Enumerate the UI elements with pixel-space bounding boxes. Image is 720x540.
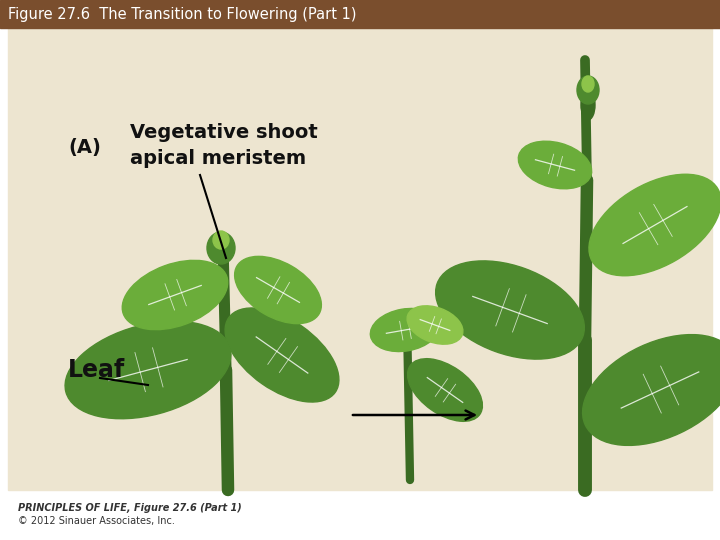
Ellipse shape <box>582 76 594 92</box>
Ellipse shape <box>225 308 339 402</box>
Ellipse shape <box>370 308 440 352</box>
Text: PRINCIPLES OF LIFE, Figure 27.6 (Part 1): PRINCIPLES OF LIFE, Figure 27.6 (Part 1) <box>18 503 242 513</box>
Text: © 2012 Sinauer Associates, Inc.: © 2012 Sinauer Associates, Inc. <box>18 516 175 526</box>
Ellipse shape <box>589 174 720 276</box>
Bar <box>8 28 712 490</box>
Ellipse shape <box>582 335 720 446</box>
Bar <box>0 0 720 28</box>
Ellipse shape <box>122 260 228 330</box>
Ellipse shape <box>235 256 321 323</box>
Ellipse shape <box>581 90 595 120</box>
Text: apical meristem: apical meristem <box>130 148 306 167</box>
Ellipse shape <box>408 359 482 421</box>
Ellipse shape <box>577 76 599 104</box>
Ellipse shape <box>207 232 235 264</box>
Text: Figure 27.6  The Transition to Flowering (Part 1): Figure 27.6 The Transition to Flowering … <box>8 6 356 22</box>
Text: Vegetative shoot: Vegetative shoot <box>130 123 318 141</box>
Text: (A): (A) <box>68 138 101 158</box>
Ellipse shape <box>65 321 231 419</box>
Ellipse shape <box>518 141 592 189</box>
Text: Leaf: Leaf <box>68 358 125 382</box>
Ellipse shape <box>436 261 585 359</box>
Ellipse shape <box>407 306 463 344</box>
Ellipse shape <box>213 231 229 249</box>
